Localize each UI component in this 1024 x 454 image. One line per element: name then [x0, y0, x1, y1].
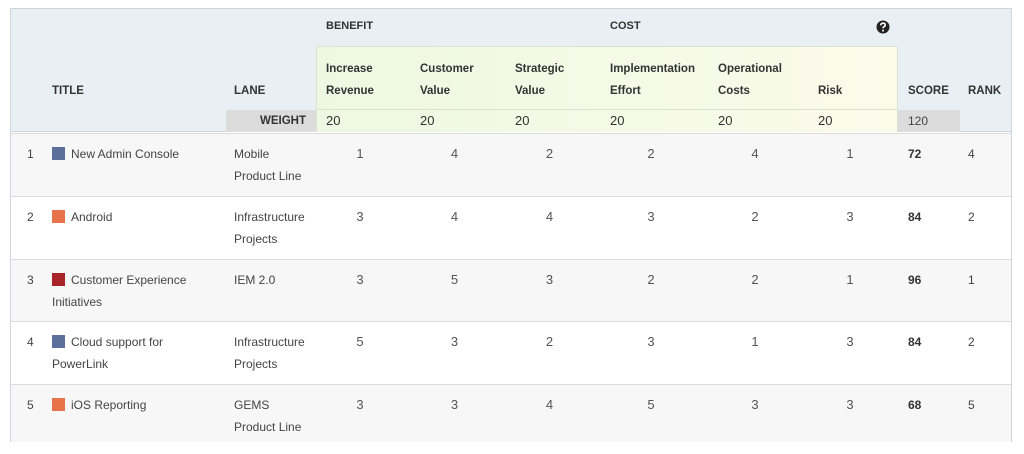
score: 84 [908, 335, 922, 349]
weight-value: 20 [326, 113, 341, 128]
column-header: Strategic Value [515, 63, 565, 97]
criterion-score: 4 [450, 146, 459, 161]
criterion-score: 5 [450, 272, 459, 287]
criterion-score: 3 [846, 397, 854, 412]
lane: GEMS Product Line [234, 398, 302, 434]
title[interactable]: Customer Experience Initiatives [52, 273, 187, 309]
column-header: Implementation Effort [610, 63, 695, 97]
color-swatch [52, 335, 65, 348]
score: 68 [908, 398, 922, 412]
criterion-score: 4 [545, 397, 554, 412]
criterion-score: 5 [647, 397, 655, 412]
color-swatch [52, 398, 65, 411]
criterion-score: 3 [751, 397, 759, 412]
criterion-score: 2 [751, 272, 759, 287]
weight-label: WEIGHT [260, 115, 306, 127]
column-header: Operational Costs [718, 63, 782, 97]
lane: IEM 2.0 [234, 273, 276, 287]
criterion-score: 3 [846, 334, 854, 349]
title-cell: iOS Reporting [52, 394, 212, 416]
row-number: 5 [27, 398, 34, 412]
criterion-score: 3 [846, 209, 854, 224]
criterion-score: 5 [356, 334, 364, 349]
column-header: Increase Revenue [326, 63, 374, 97]
title[interactable]: Cloud support for PowerLink [52, 335, 164, 371]
column-header: RANK [968, 85, 1002, 97]
weight-value: 20 [420, 113, 435, 128]
rank: 5 [968, 398, 975, 412]
title-cell: Customer Experience Initiatives [52, 269, 212, 313]
row [11, 384, 1011, 442]
title[interactable]: New Admin Console [71, 147, 180, 161]
criterion-score: 3 [450, 397, 459, 412]
row-number: 1 [27, 147, 34, 161]
criterion-score: 1 [846, 272, 854, 287]
weight-value: 20 [718, 113, 733, 128]
criterion-score: 1 [846, 146, 854, 161]
criterion-score: 2 [545, 146, 554, 161]
title[interactable]: Android [71, 210, 113, 224]
criterion-score: 3 [545, 272, 554, 287]
weight-total-cell [898, 110, 960, 132]
score: 84 [908, 210, 922, 224]
column-header: LANE [234, 85, 266, 97]
row [11, 196, 1011, 259]
title-cell: New Admin Console [52, 143, 212, 165]
color-swatch [52, 210, 65, 223]
criterion-score: 3 [647, 334, 655, 349]
criterion-score: 4 [450, 209, 459, 224]
title-cell: Cloud support for PowerLink [52, 331, 212, 375]
column-header: SCORE [908, 85, 949, 97]
row-number: 3 [27, 273, 34, 287]
criterion-score: 3 [356, 397, 364, 412]
criterion-score: 2 [751, 209, 759, 224]
column-header: TITLE [52, 85, 84, 97]
weight-value: 20 [515, 113, 530, 128]
color-swatch [52, 147, 65, 160]
criterion-score: 4 [751, 146, 759, 161]
group-label: BENEFIT [326, 20, 374, 32]
criteria-area [316, 46, 898, 132]
row [11, 259, 1011, 321]
criterion-score: 3 [356, 209, 364, 224]
rank: 4 [968, 147, 975, 161]
criterion-score: 1 [751, 334, 759, 349]
criterion-score: 2 [647, 146, 655, 161]
criterion-score: 4 [545, 209, 554, 224]
rank: 1 [968, 273, 975, 287]
score: 72 [908, 147, 922, 161]
rank: 2 [968, 335, 975, 349]
weight-divider [316, 109, 898, 110]
weight-label-cell [226, 110, 316, 132]
weight-value: 20 [818, 113, 833, 128]
column-header: Customer Value [420, 63, 474, 97]
row [11, 321, 1011, 384]
criterion-score: 2 [545, 334, 554, 349]
criterion-score: 3 [356, 272, 364, 287]
lane: Mobile Product Line [234, 147, 302, 183]
column-header: Risk [818, 85, 843, 97]
title[interactable]: iOS Reporting [71, 398, 147, 412]
weight-total: 120 [908, 114, 929, 128]
color-swatch [52, 273, 65, 286]
row-number: 4 [27, 335, 34, 349]
row [11, 133, 1011, 196]
help-icon[interactable] [876, 20, 890, 34]
criterion-score: 3 [450, 334, 459, 349]
rank: 2 [968, 210, 975, 224]
weight-value: 20 [610, 113, 625, 128]
criterion-score: 1 [356, 146, 364, 161]
lane: Infrastructure Projects [234, 210, 305, 246]
score: 96 [908, 273, 922, 287]
group-label: COST [610, 20, 641, 32]
row-number: 2 [27, 210, 34, 224]
lane: Infrastructure Projects [234, 335, 305, 371]
criterion-score: 3 [647, 209, 655, 224]
title-cell: Android [52, 206, 212, 228]
criterion-score: 2 [647, 272, 655, 287]
